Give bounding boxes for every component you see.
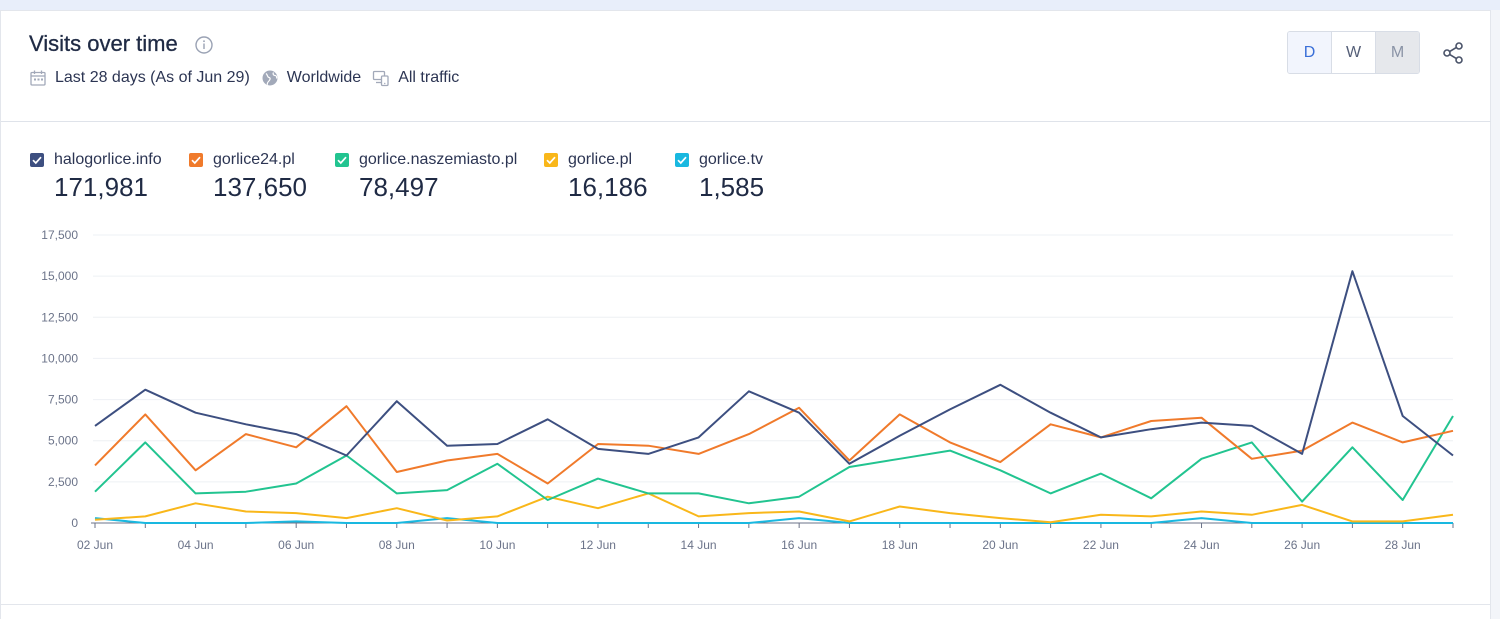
scroll-gutter [1491,10,1500,619]
y-tick-label: 5,000 [48,434,78,448]
y-tick-label: 0 [71,516,78,530]
legend-item-gorlice-pl[interactable]: gorlice.pl 16,186 [544,150,648,203]
y-tick-label: 12,500 [41,310,78,324]
series-line-gorlice-pl [94,492,1454,524]
page-title: Visits over time [29,31,178,56]
series-line-gorlice-tv [94,517,1453,524]
legend-name: gorlice.pl [568,151,633,168]
y-tick-label: 7,500 [48,393,78,407]
x-tick-label: 18 Jun [882,538,918,552]
legend-name: gorlice.naszemiasto.pl [359,151,518,168]
checkbox-icon[interactable] [189,153,203,167]
legend-item-gorlice24[interactable]: gorlice24.pl 137,650 [189,150,307,203]
granularity-toggle: D W M [1287,31,1420,74]
legend-total: 1,585 [699,172,765,202]
legend-name: halogorlice.info [54,151,162,168]
legend-total: 16,186 [568,172,648,202]
x-tick-label: 10 Jun [479,538,515,552]
granularity-monthly-button[interactable]: M [1376,32,1419,73]
checkbox-icon[interactable] [675,153,689,167]
x-tick-label: 28 Jun [1385,538,1421,552]
filters-row: Last 28 days (As of Jun 29) Worldwide Al… [29,69,470,87]
x-tick-label: 04 Jun [178,538,214,552]
legend-total: 137,650 [213,172,307,202]
x-tick-label: 16 Jun [781,538,817,552]
visits-card: Visits over time Last 28 days (As of Jun… [0,10,1492,619]
y-tick-label: 10,000 [41,351,78,365]
checkbox-icon[interactable] [30,153,44,167]
x-tick-label: 24 Jun [1184,538,1220,552]
series-line-halogorlice-info [94,270,1454,465]
visits-line-chart: 0 2,500 5,000 7,500 10,000 12,500 15,000 17,500… [41,228,1454,552]
checkbox-icon[interactable] [544,153,558,167]
divider [1,604,1492,605]
region-label[interactable]: Worldwide [286,69,362,86]
globe-icon [262,70,278,86]
legend-item-gorlice-tv[interactable]: gorlice.tv 1,585 [675,150,764,203]
x-tick-label: 22 Jun [1083,538,1119,552]
calendar-icon [30,70,46,86]
series-line-gorlice24-pl [94,405,1454,485]
y-tick-label: 17,500 [41,228,78,242]
x-tick-label: 14 Jun [681,538,717,552]
x-tick-label: 02 Jun [77,538,113,552]
legend-total: 171,981 [54,172,148,202]
traffic-label[interactable]: All traffic [398,69,460,86]
legend: halogorlice.info 171,981 gorlice24.pl 13… [1,150,1492,210]
granularity-weekly-button[interactable]: W [1332,32,1376,73]
x-tick-label: 06 Jun [278,538,314,552]
info-icon[interactable] [195,36,213,54]
x-tick-label: 12 Jun [580,538,616,552]
share-icon[interactable] [1441,41,1465,65]
devices-icon [373,70,389,87]
granularity-daily-button[interactable]: D [1288,32,1332,73]
legend-name: gorlice24.pl [213,151,295,168]
x-tick-label: 20 Jun [982,538,1018,552]
legend-name: gorlice.tv [699,151,764,168]
x-tick-label: 08 Jun [379,538,415,552]
legend-item-halogorlice[interactable]: halogorlice.info 171,981 [30,150,162,203]
y-tick-label: 15,000 [41,269,78,283]
series-line-gorlice-naszemiasto-pl [94,415,1454,505]
checkbox-icon[interactable] [335,153,349,167]
card-header: Visits over time Last 28 days (As of Jun… [1,11,1492,122]
legend-total: 78,497 [359,172,439,202]
legend-item-naszemiasto[interactable]: gorlice.naszemiasto.pl 78,497 [335,150,517,203]
y-tick-label: 2,500 [48,475,78,489]
x-tick-label: 26 Jun [1284,538,1320,552]
date-range-label[interactable]: Last 28 days (As of Jun 29) [55,69,250,86]
